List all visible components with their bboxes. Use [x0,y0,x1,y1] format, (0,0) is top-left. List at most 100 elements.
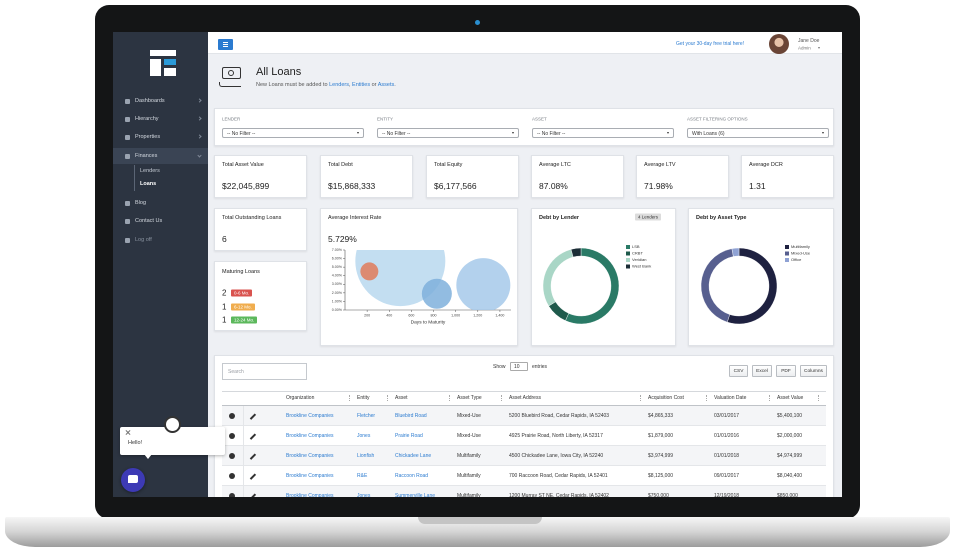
filter-value: -- No Filter -- [227,130,256,137]
cell-divider [243,426,244,446]
column-header[interactable]: Organization [286,395,315,401]
user-role[interactable]: Admin [798,45,811,51]
table-link[interactable]: Prairie Road [395,433,423,439]
export-button[interactable]: PDF [776,365,796,377]
menu-icon [125,98,130,104]
export-button[interactable]: Columns [800,365,827,377]
info-button[interactable] [229,473,235,479]
menu-active-bg [113,148,208,164]
table-link[interactable]: Brookline Companies [286,413,334,419]
page-size-select[interactable]: 10 [510,362,528,371]
search-placeholder: Search [228,369,244,375]
table-link[interactable]: Brookline Companies [286,453,334,459]
table-link[interactable]: Raccoon Road [395,473,429,479]
submenu-bar [134,165,135,191]
menu-item[interactable]: Properties [135,134,161,140]
chat-icon [128,475,138,483]
table-cell: 01/01/2016 [714,433,740,439]
chat-button[interactable] [121,468,145,492]
table-link[interactable]: Brookline Companies [286,433,334,439]
column-header[interactable]: Entity [357,395,370,401]
filter-select[interactable]: -- No Filter -- [222,128,364,138]
maturing-badge: 6-12 Mo. [231,303,255,311]
info-button[interactable] [229,413,235,419]
page-icon [222,67,241,79]
kpi-card [741,155,834,198]
table-link[interactable]: Lionfish [357,453,375,459]
column-header[interactable]: Asset [395,395,408,401]
info-button[interactable] [229,453,235,459]
filter-value: -- No Filter -- [382,130,411,137]
export-button[interactable]: CSV [729,365,748,377]
trial-link[interactable]: Get your 30-day free trial here! [676,41,745,47]
table-cell: 4925 Prairie Road, North Liberty, IA 523… [509,433,603,439]
info-button[interactable] [229,493,235,497]
filter-select[interactable]: -- No Filter -- [377,128,519,138]
submenu-item[interactable]: Loans [140,181,157,187]
column-header[interactable]: Acquisition Cost [648,395,684,401]
kpi-card [531,155,624,198]
chart-title: Debt by Lender [539,215,580,221]
menu-item[interactable]: Finances [135,153,158,159]
select-arrow [822,132,824,134]
menu-item[interactable]: Blog [135,200,147,206]
table-link[interactable]: R&E [357,473,368,479]
subtitle-link[interactable]: Entities [352,82,371,88]
menu-button-line [223,44,228,45]
export-button[interactable]: Excel [752,365,772,377]
table-link[interactable]: Brookline Companies [286,473,334,479]
info-button[interactable] [229,433,235,439]
table-link[interactable]: Fletcher [357,413,376,419]
menu-chevron [197,98,202,103]
table-cell: Multifamily [457,453,481,459]
column-header[interactable]: Asset Value [777,395,804,401]
sort-icon [349,395,351,401]
subtitle-text: New Loans must be added to [256,82,330,88]
filter-select[interactable]: With Loans (6) [687,128,829,138]
user-name[interactable]: Jane Doe [798,38,820,44]
kpi-card [214,208,307,251]
table-link[interactable]: Brookline Companies [286,493,334,497]
menu-icon [125,116,130,122]
filter-select[interactable]: -- No Filter -- [532,128,674,138]
kpi-value: 6 [222,234,227,244]
subtitle-text: . [394,82,396,88]
menu-item[interactable]: Dashboards [135,98,165,104]
kpi-card [636,155,729,198]
table-link[interactable]: Jones [357,433,371,439]
table-cell: 09/01/2017 [714,473,740,479]
table-cell: Multifamily [457,473,481,479]
table-link[interactable]: Summerville Lane [395,493,436,497]
show-label: Show [493,364,506,370]
kpi-card [320,155,413,198]
submenu-item[interactable]: Lenders [140,168,160,174]
table-link[interactable]: Chickadee Lane [395,453,432,459]
menu-icon [125,134,130,140]
avatar[interactable] [769,34,789,54]
topbar [208,32,842,54]
column-header[interactable]: Valuation Date [714,395,747,401]
maturing-count: 1 [222,315,227,325]
maturing-badge: 0-6 Mo. [231,289,253,297]
chart-badge: 4 Lenders [635,213,662,221]
sort-icon [501,395,503,401]
column-header[interactable]: Asset Type [457,395,482,401]
subtitle-link[interactable]: Assets [377,82,395,88]
table-link[interactable]: Bluebird Road [395,413,427,419]
column-header[interactable]: Asset Address [509,395,541,401]
search-input[interactable]: Search [222,363,307,380]
table-row [222,446,826,466]
maturing-count: 2 [222,288,227,298]
menu-button[interactable] [218,39,233,50]
table-link[interactable]: Jones [357,493,371,497]
filter-card [214,108,834,146]
table-cell: $850,000 [777,493,798,497]
filter-value: With Loans (6) [692,130,725,137]
menu-item[interactable]: Contact Us [135,218,163,224]
subtitle-link[interactable]: Lenders [329,82,349,88]
menu-item[interactable]: Log off [135,237,152,243]
subtitle-text: , [348,82,353,88]
menu-item[interactable]: Hierarchy [135,116,159,122]
select-arrow [357,132,359,134]
